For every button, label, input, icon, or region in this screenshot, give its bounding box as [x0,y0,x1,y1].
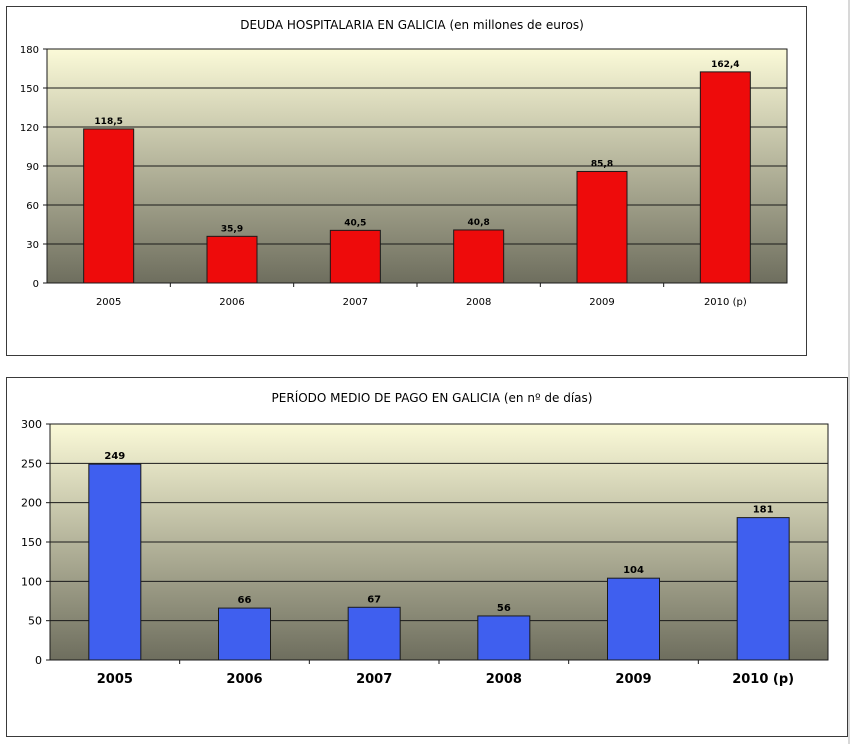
data-label: 67 [367,594,381,605]
x-tick-label: 2010 (p) [732,672,794,687]
chart-panel-payment: PERÍODO MEDIO DE PAGO EN GALICIA (en nº … [6,377,848,737]
chart-title: PERÍODO MEDIO DE PAGO EN GALICIA (en nº … [272,390,593,405]
payment-chart: PERÍODO MEDIO DE PAGO EN GALICIA (en nº … [21,390,829,687]
x-tick-label: 2010 (p) [704,297,747,308]
data-label: 162,4 [711,60,739,70]
data-label: 249 [104,451,125,462]
y-tick-label: 200 [21,497,42,510]
chart-panel-debt: DEUDA HOSPITALARIA EN GALICIA (en millon… [6,6,807,356]
y-tick-label: 300 [21,418,42,431]
x-tick-label: 2007 [356,672,392,687]
y-tick-label: 60 [26,201,39,212]
y-tick-label: 150 [21,536,42,549]
data-label: 66 [238,595,252,606]
x-tick-label: 2005 [96,297,121,308]
data-label: 104 [623,565,644,576]
x-tick-label: 2008 [466,297,491,308]
bar [699,71,751,284]
x-tick-label: 2009 [589,297,614,308]
bar [206,235,258,284]
data-label: 40,5 [344,218,366,228]
page-edge [848,0,850,744]
bar [83,128,135,284]
y-tick-label: 30 [26,240,39,251]
x-tick-label: 2008 [486,672,522,687]
data-label: 118,5 [94,117,122,127]
bar [453,229,505,284]
y-tick-label: 50 [28,615,42,628]
bar [477,615,531,661]
data-label: 35,9 [221,224,243,234]
y-tick-label: 150 [20,84,39,95]
y-tick-label: 90 [26,162,39,173]
data-label: 181 [753,505,774,516]
y-tick-label: 250 [21,457,42,470]
x-tick-label: 2007 [343,297,368,308]
bar [607,577,660,661]
data-label: 40,8 [468,218,490,228]
x-tick-label: 2005 [97,672,133,687]
y-tick-label: 100 [21,575,42,588]
bar [329,229,381,284]
bar [576,170,628,284]
y-tick-label: 0 [35,654,42,667]
y-tick-label: 180 [20,45,39,56]
y-tick-label: 0 [33,279,39,290]
x-tick-label: 2009 [615,672,651,687]
x-tick-label: 2006 [219,297,244,308]
bar [218,607,271,661]
bar [88,463,142,661]
bar [347,606,401,661]
x-tick-label: 2006 [226,672,262,687]
chart-title: DEUDA HOSPITALARIA EN GALICIA (en millon… [240,18,584,32]
data-label: 56 [497,603,511,614]
bar [736,517,790,661]
debt-chart: DEUDA HOSPITALARIA EN GALICIA (en millon… [20,18,788,308]
y-tick-label: 120 [20,123,39,134]
data-label: 85,8 [591,159,613,169]
